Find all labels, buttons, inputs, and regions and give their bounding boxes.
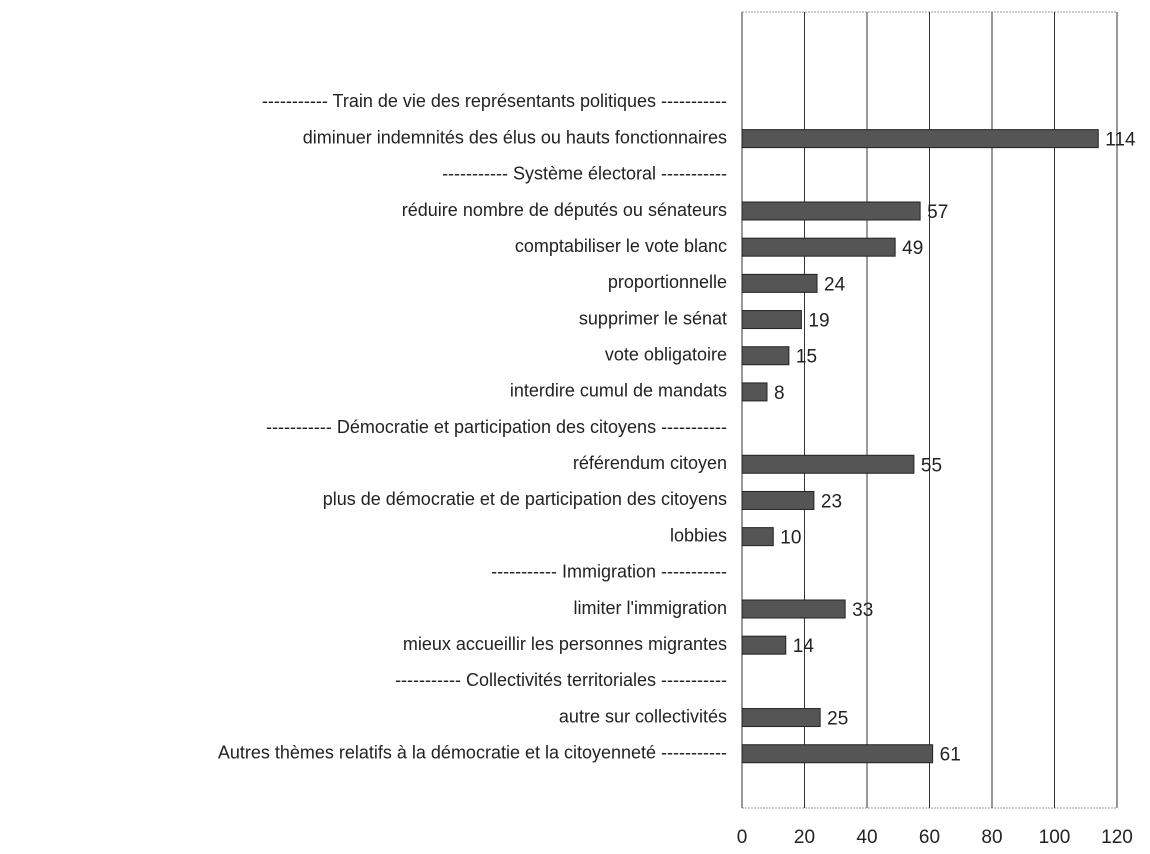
bar: [741, 129, 1099, 149]
value-label: 8: [774, 383, 785, 404]
value-label: 25: [827, 709, 848, 730]
x-tick-label: 40: [856, 827, 877, 848]
value-label: 19: [808, 311, 829, 332]
category-label: vote obligatoire: [605, 344, 727, 364]
value-label: 23: [821, 491, 842, 512]
bar: [741, 310, 802, 330]
value-label: 14: [793, 636, 815, 657]
x-tick-label: 60: [919, 827, 940, 848]
bar: [741, 382, 768, 402]
category-label: plus de démocratie et de participation d…: [323, 489, 727, 509]
x-tick-label: 120: [1101, 827, 1133, 848]
category-label: ----------- Collectivités territoriales …: [395, 670, 727, 690]
value-label: 61: [940, 745, 961, 766]
value-label: 57: [927, 202, 948, 223]
category-label: autre sur collectivités: [559, 706, 727, 726]
bar: [741, 490, 815, 510]
category-label: Autres thèmes relatifs à la démocratie e…: [218, 742, 727, 762]
bar: [741, 237, 896, 257]
x-tick-label: 0: [737, 827, 748, 848]
x-tick-label: 80: [981, 827, 1002, 848]
bar: [741, 273, 818, 293]
value-label: 114: [1105, 130, 1136, 151]
value-label: 55: [921, 455, 942, 476]
value-label: 15: [796, 347, 817, 368]
category-label: interdire cumul de mandats: [510, 381, 727, 401]
category-label: lobbies: [670, 525, 727, 545]
x-tick-label: 100: [1039, 827, 1071, 848]
category-label: référendum citoyen: [573, 453, 727, 473]
bar: [741, 744, 934, 764]
bar: [741, 201, 921, 221]
category-label: limiter l'immigration: [574, 598, 727, 618]
value-label: 10: [780, 528, 801, 549]
bar: [741, 346, 790, 366]
category-label: comptabiliser le vote blanc: [515, 236, 727, 256]
value-label: 49: [902, 238, 923, 259]
category-label: diminuer indemnités des élus ou hauts fo…: [303, 127, 727, 147]
category-label: supprimer le sénat: [579, 308, 727, 328]
bar: [741, 454, 915, 474]
category-label: ----------- Démocratie et participation …: [266, 417, 727, 437]
bar: [741, 599, 846, 619]
bar: [741, 527, 774, 547]
value-label: 33: [852, 600, 873, 621]
category-label: ----------- Système électoral ----------…: [442, 164, 727, 184]
bar: [741, 635, 787, 655]
category-label: proportionnelle: [608, 272, 727, 292]
category-label: mieux accueillir les personnes migrantes: [403, 634, 727, 654]
category-label: ----------- Train de vie des représentan…: [262, 91, 727, 111]
x-tick-label: 20: [794, 827, 815, 848]
bar: [741, 708, 821, 728]
category-label: réduire nombre de députés ou sénateurs: [402, 200, 727, 220]
value-label: 24: [824, 274, 846, 295]
category-label: ----------- Immigration -----------: [491, 562, 727, 582]
